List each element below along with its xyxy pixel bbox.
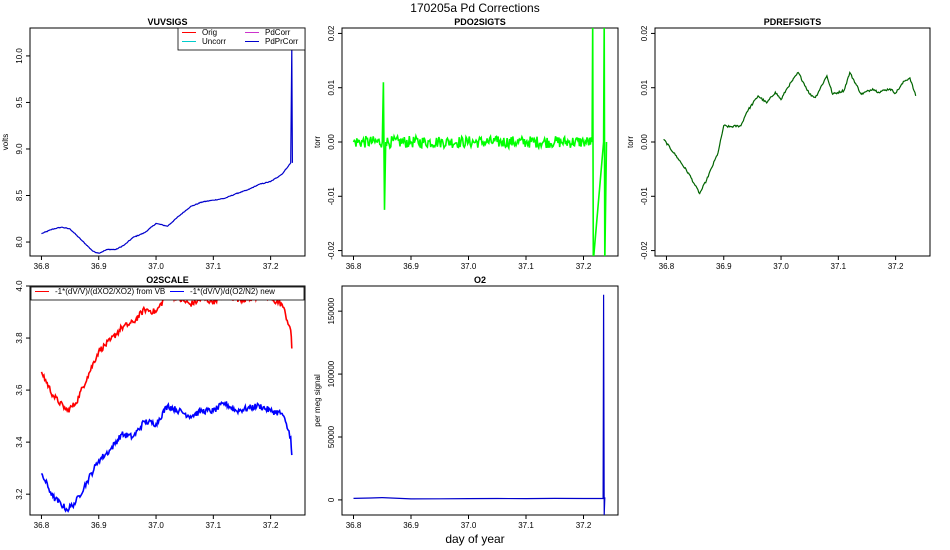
pdo2sigts-ytick-label: -0.01 — [327, 187, 336, 206]
pdo2sigts-plot-area — [352, 28, 608, 256]
pdo2sigts-ytick-label: 0.02 — [327, 25, 336, 41]
o2-xtick-label: 36.9 — [403, 521, 419, 530]
vuvsigs-ytick-label: 9.5 — [15, 96, 24, 108]
vuvsigs-legend-box — [177, 27, 306, 51]
pdrefsigts-ylabel: torr — [626, 136, 635, 148]
vuvsigs-ytick-label: 9.0 — [15, 143, 24, 155]
pdrefsigts-series-line-0 — [663, 71, 917, 195]
pdrefsigts-ytick-label: -0.02 — [640, 241, 649, 260]
o2-xtick-label: 37.1 — [518, 521, 534, 530]
pdo2sigts-ytick-label: 0.01 — [327, 79, 336, 95]
pdo2sigts-ylabel: torr — [313, 136, 322, 148]
pdo2sigts-title: PDO2SIGTS — [454, 17, 506, 27]
o2scale-legend: -1*(dV/V)/(dXO2/XO2) from VB -1*(dV/V)/d(… — [30, 286, 305, 301]
pdrefsigts-panel: PDREFSIGTS 36.8 36.9 37.0 37.1 37.2 -0.02 -0.01… — [626, 17, 931, 271]
pdrefsigts-xtick-label: 36.8 — [659, 262, 675, 271]
pdo2sigts-series-line-0 — [352, 28, 608, 256]
o2scale-frame — [29, 285, 306, 516]
o2scale-ytick-label: 3.2 — [15, 488, 24, 500]
pdo2sigts-xtick-label: 37.1 — [518, 262, 534, 271]
pdrefsigts-plot-area — [663, 71, 917, 195]
vuvsigs-legend-label: Uncorr — [202, 37, 226, 46]
o2-series-line-0 — [353, 294, 606, 515]
o2scale-panel: O2SCALE 36.8 36.9 37.0 37.1 37.2 3.2 3.4 3.6 3.8 4… — [15, 275, 306, 530]
pdo2sigts-xtick-label: 37.2 — [576, 262, 592, 271]
pdrefsigts-xtick-label: 37.2 — [888, 262, 904, 271]
o2-xtick-label: 36.8 — [346, 521, 362, 530]
o2scale-plot-area — [40, 290, 293, 513]
pdrefsigts-xtick-label: 37.1 — [831, 262, 847, 271]
o2-xtick-label: 37.2 — [576, 521, 592, 530]
pdrefsigts-xtick-label: 36.9 — [716, 262, 732, 271]
figure-title: 170205a Pd Corrections — [410, 1, 539, 15]
vuvsigs-legend-label: PdPrCorr — [265, 37, 299, 46]
o2-ytick-label: 150000 — [327, 297, 336, 324]
vuvsigs-ylabel: volts — [1, 134, 10, 150]
o2scale-xtick-label: 37.2 — [263, 521, 279, 530]
o2-plot-area — [353, 294, 606, 515]
o2scale-xtick-label: 36.9 — [91, 521, 107, 530]
vuvsigs-xtick-label: 37.1 — [206, 262, 222, 271]
o2scale-xtick-label: 36.8 — [34, 521, 50, 530]
o2scale-title: O2SCALE — [146, 275, 189, 285]
vuvsigs-panel: VUVSIGS 36.8 36.9 37.0 37.1 37.2 8.0 8.5 9.0 9.5 1… — [1, 17, 306, 271]
vuvsigs-title: VUVSIGS — [147, 17, 187, 27]
o2scale-series-line-0 — [40, 290, 293, 414]
pdrefsigts-ytick-label: 0.02 — [640, 25, 649, 41]
vuvsigs-xtick-label: 36.9 — [91, 262, 107, 271]
vuvsigs-series-line-0 — [41, 46, 293, 254]
o2-panel: O2 36.8 36.9 37.0 37.1 37.2 0 50000 100000 150000… — [313, 275, 619, 530]
vuvsigs-xtick-label: 37.0 — [148, 262, 164, 271]
pdrefsigts-ytick-label: 0.01 — [640, 79, 649, 95]
o2-title: O2 — [474, 275, 486, 285]
o2-ylabel: per meg signal — [313, 374, 322, 427]
vuvsigs-ytick-label: 8.0 — [15, 236, 24, 248]
pdo2sigts-xtick-label: 37.0 — [461, 262, 477, 271]
pdrefsigts-frame — [654, 27, 931, 257]
o2scale-xtick-label: 37.0 — [148, 521, 164, 530]
o2-ytick-label: 0 — [327, 497, 336, 502]
o2-frame — [341, 285, 619, 516]
o2scale-ytick-label: 3.4 — [15, 436, 24, 448]
pdo2sigts-xtick-label: 36.8 — [346, 262, 362, 271]
figure-xlabel: day of year — [445, 532, 504, 546]
pdo2sigts-ytick-label: -0.02 — [327, 241, 336, 260]
o2scale-legend-label: -1*(dV/V)/d(O2/N2) new — [190, 287, 275, 296]
vuvsigs-legend-label: PdCorr — [265, 28, 291, 37]
o2-xtick-label: 37.0 — [461, 521, 477, 530]
vuvsigs-ytick-label: 8.5 — [15, 189, 24, 201]
o2scale-ytick-label: 3.8 — [15, 332, 24, 344]
vuvsigs-plot-area — [41, 46, 293, 254]
pdo2sigts-ytick-label: 0.00 — [327, 134, 336, 150]
vuvsigs-legend: Orig PdCorr Uncorr PdPrCorr — [177, 27, 306, 51]
pdrefsigts-ytick-label: 0.00 — [640, 134, 649, 150]
vuvsigs-legend-label: Orig — [202, 28, 217, 37]
vuvsigs-frame — [29, 27, 306, 257]
pdo2sigts-xtick-label: 36.9 — [403, 262, 419, 271]
o2scale-legend-label: -1*(dV/V)/(dXO2/XO2) from VB — [55, 287, 165, 296]
pdrefsigts-xtick-label: 37.0 — [773, 262, 789, 271]
o2scale-xtick-label: 37.1 — [206, 521, 222, 530]
vuvsigs-xtick-label: 37.2 — [263, 262, 279, 271]
o2scale-series-line-1 — [40, 400, 293, 513]
vuvsigs-ytick-label: 10.0 — [15, 48, 24, 64]
o2-ytick-label: 50000 — [327, 425, 336, 448]
pdo2sigts-panel: PDO2SIGTS 36.8 36.9 37.0 37.1 37.2 -0.02 -0.01 0… — [313, 17, 619, 271]
vuvsigs-xtick-label: 36.8 — [34, 262, 50, 271]
pdrefsigts-title: PDREFSIGTS — [764, 17, 822, 27]
o2scale-ytick-label: 3.6 — [15, 384, 24, 396]
pdrefsigts-ytick-label: -0.01 — [640, 187, 649, 206]
o2scale-legend-box — [30, 286, 305, 301]
o2scale-ytick-label: 4.0 — [15, 280, 24, 292]
o2-ytick-label: 100000 — [327, 360, 336, 387]
